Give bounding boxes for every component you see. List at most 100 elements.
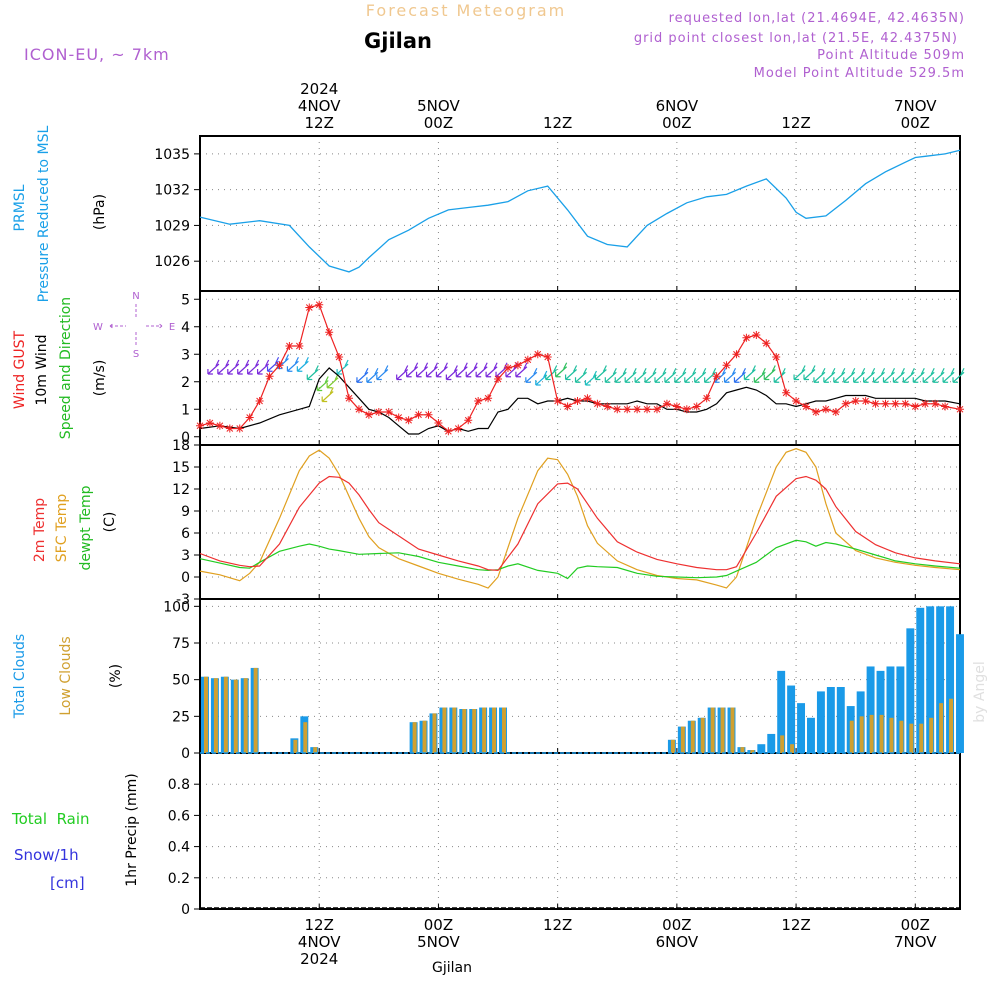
y-tick-label: 0.6: [168, 808, 190, 824]
wind-barb: [406, 362, 419, 378]
y-tick-label: 18: [172, 438, 190, 454]
gust-marker: [543, 353, 552, 361]
gust-marker: [464, 416, 473, 425]
gust-marker: [742, 333, 751, 342]
model-altitude: Model Point Altitude 529.5m: [754, 66, 965, 81]
gust-marker: [384, 408, 393, 416]
low-cloud-bar: [740, 747, 745, 753]
low-cloud-bar: [909, 723, 914, 753]
gust-marker: [414, 410, 423, 419]
wind-barb: [753, 367, 766, 383]
gust-marker: [831, 408, 840, 416]
wind-barb: [793, 365, 806, 381]
y-tick-label: -3: [176, 592, 190, 608]
gust-marker: [335, 353, 344, 361]
time-label-top: 5NOV: [417, 97, 460, 115]
wind-barb: [853, 367, 866, 383]
gust-marker: [305, 303, 314, 312]
gust-marker: [782, 388, 791, 397]
compass-icon: N S W E: [93, 291, 175, 360]
wind-barb: [634, 367, 647, 383]
wind-barb: [624, 367, 637, 383]
plot-layer: 1026102910321035012345-30369121518025507…: [154, 80, 965, 968]
y-tick-label: 6: [181, 526, 190, 542]
gust-marker: [215, 421, 224, 430]
time-label-bottom: 5NOV: [417, 933, 460, 951]
gust-marker: [871, 399, 880, 408]
wind-barb: [207, 359, 220, 375]
temp-label-2m: 2m Temp: [32, 498, 48, 562]
low-cloud-bar: [452, 707, 457, 753]
gust-marker: [613, 405, 622, 414]
panel-frame: [199, 290, 961, 446]
cloud-label-low: Low Clouds: [58, 636, 74, 715]
gust-marker: [523, 355, 532, 364]
gust-marker: [921, 399, 930, 408]
gust-marker: [394, 413, 403, 422]
y-tick-label: 1029: [154, 218, 190, 234]
wind-barb: [321, 387, 334, 403]
gust-marker: [662, 399, 671, 408]
wind-barb: [674, 367, 687, 383]
precip-label-rain: Total Rain: [11, 810, 90, 828]
wind-barb: [902, 367, 915, 383]
wind-barb: [952, 367, 965, 383]
wind-barb: [654, 367, 667, 383]
time-label-top: 7NOV: [894, 97, 937, 115]
time-label-bottom: 00Z: [901, 916, 930, 934]
time-label-bottom: 12Z: [781, 916, 810, 934]
temp-unit: (C): [102, 512, 118, 533]
time-label-top: 12Z: [543, 114, 572, 132]
gust-marker: [374, 408, 383, 416]
wind-barb: [445, 365, 458, 381]
y-tick-label: 15: [172, 460, 190, 476]
time-label-top: 00Z: [662, 114, 691, 132]
total-cloud-bar: [876, 670, 885, 753]
low-cloud-bar: [412, 722, 417, 753]
wind-barb: [396, 365, 409, 381]
wind-barb: [525, 367, 538, 383]
wind-barb: [833, 367, 846, 383]
y-tick-label: 5: [181, 292, 190, 308]
gust-marker: [573, 397, 582, 405]
gust-marker: [682, 405, 691, 414]
gust-marker: [722, 361, 731, 370]
wind-barb: [257, 359, 270, 375]
y-tick-label: 25: [172, 709, 190, 725]
gust-marker: [672, 402, 681, 411]
y-tick-label: 50: [172, 673, 190, 689]
wind-barb: [435, 362, 448, 378]
total-cloud-bar: [866, 666, 875, 753]
time-label-top: 12Z: [305, 114, 334, 132]
low-cloud-bar: [730, 707, 735, 753]
low-cloud-bar: [213, 678, 218, 753]
wind-barb: [495, 362, 508, 378]
gust-marker: [712, 372, 721, 381]
pressure-line: [199, 149, 961, 273]
wind-barb: [326, 373, 339, 389]
gust-marker: [811, 408, 820, 416]
y-tick-label: 1032: [154, 183, 190, 199]
gust-marker: [772, 353, 781, 361]
y-tick-label: 0.4: [168, 840, 190, 856]
low-cloud-bar: [492, 707, 497, 753]
low-cloud-bar: [869, 714, 874, 753]
panel-frame: [199, 444, 961, 600]
gust-marker: [494, 375, 503, 383]
wind-barb: [515, 362, 528, 378]
wind-barb: [475, 362, 488, 378]
gust-marker: [265, 372, 274, 381]
gust-marker: [245, 413, 254, 422]
y-tick-label: 0: [181, 570, 190, 586]
wind-barb: [882, 367, 896, 383]
time-label-bottom: 12Z: [543, 916, 572, 934]
total-cloud-bar: [787, 685, 796, 753]
low-cloud-bar: [919, 723, 924, 753]
wind-barb: [684, 367, 697, 383]
wind-barb: [733, 367, 747, 383]
low-cloud-bar: [879, 714, 884, 753]
y-tick-label: 1: [181, 402, 190, 418]
y-tick-label: 1035: [154, 147, 190, 163]
